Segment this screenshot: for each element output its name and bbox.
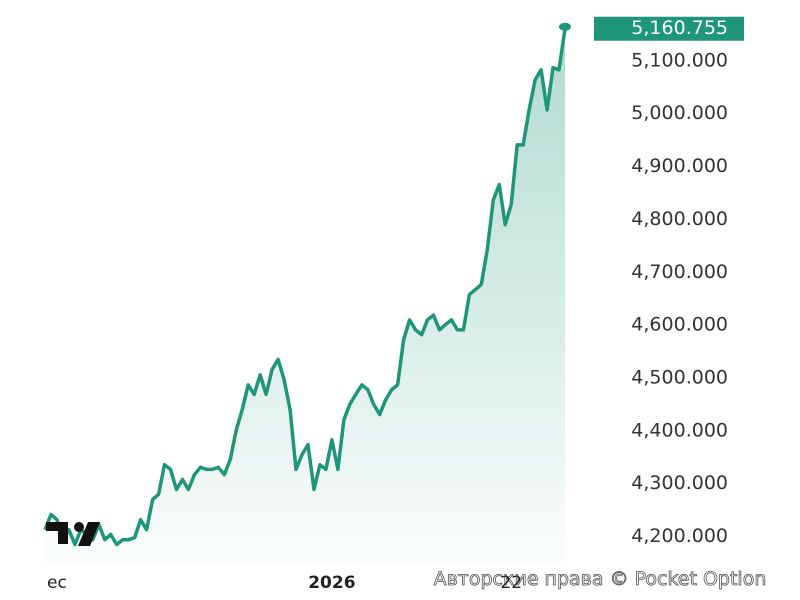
y-tick-label: 4,200.000	[631, 525, 728, 547]
y-tick-label: 5,100.000	[631, 49, 728, 71]
area	[45, 28, 565, 563]
x-tick-label: 22	[500, 573, 522, 593]
price-tag	[594, 16, 744, 41]
y-tick-label: 4,300.000	[631, 472, 728, 494]
y-tick-label: 4,500.000	[631, 367, 728, 389]
line	[43, 28, 567, 547]
y-tick-label: 4,900.000	[631, 155, 728, 177]
y-tick-label: 4,700.000	[631, 261, 728, 283]
plot-area	[43, 22, 571, 563]
tradingview-logo	[46, 522, 100, 546]
y-tick-label: 4,800.000	[631, 208, 728, 230]
x-tick-label: ec	[47, 573, 67, 593]
y-tick-label: 4,400.000	[631, 419, 728, 441]
y-tick-label: 4,600.000	[631, 314, 728, 336]
x-tick-label: 2026	[308, 573, 355, 593]
price-tag-label: 5,160.755	[631, 17, 728, 39]
last-point	[559, 22, 571, 31]
y-tick-label: 5,000.000	[631, 102, 728, 124]
watermark: Авторские права © Pocket Option	[434, 568, 767, 590]
